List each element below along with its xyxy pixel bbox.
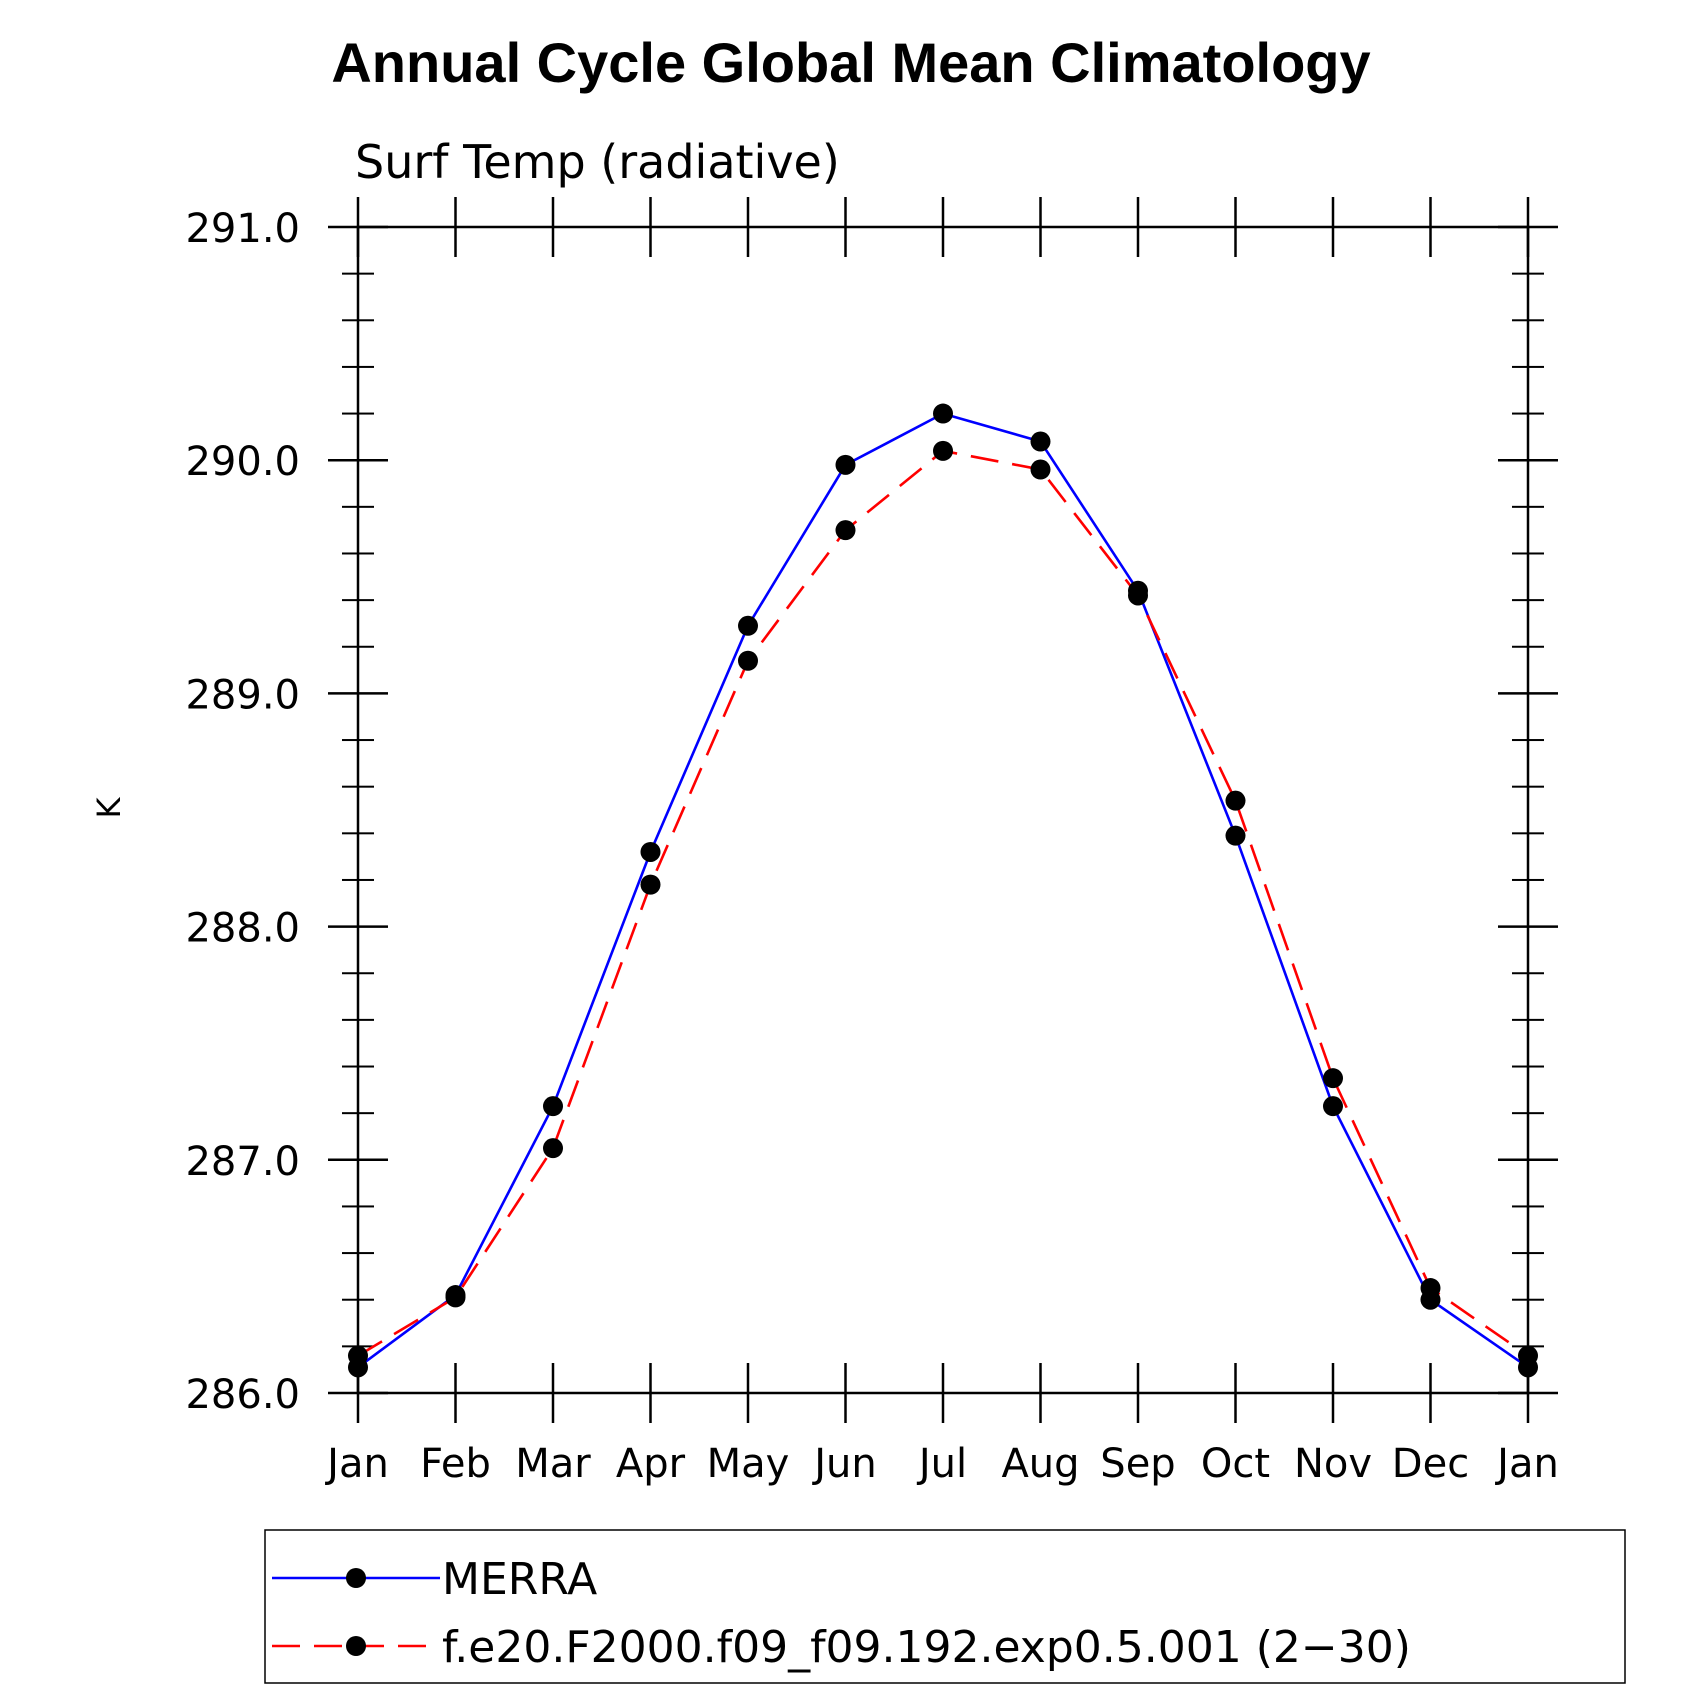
data-point-series-1 xyxy=(1420,1278,1441,1299)
data-point-series-1 xyxy=(1030,459,1051,480)
data-point-series-1 xyxy=(1518,1345,1538,1366)
data-point-series-0 xyxy=(640,841,661,862)
data-point-series-1 xyxy=(1323,1068,1343,1089)
x-tick-label: Jun xyxy=(811,1441,877,1487)
legend-marker-0 xyxy=(346,1568,366,1588)
legend-box xyxy=(264,1529,1626,1684)
y-tick-label: 288.0 xyxy=(185,906,300,952)
x-tick-label: Jan xyxy=(324,1441,389,1487)
x-tick-label: May xyxy=(707,1441,790,1487)
y-tick-label: 290.0 xyxy=(185,439,300,485)
x-tick-label: Sep xyxy=(1100,1441,1175,1487)
data-point-series-0 xyxy=(1323,1096,1343,1117)
series-lines xyxy=(357,412,1529,1369)
x-tick-label: Jul xyxy=(916,1441,967,1487)
chart-subtitle: Surf Temp (radiative) xyxy=(355,135,840,189)
data-point-series-1 xyxy=(933,440,953,461)
x-tick-label: Nov xyxy=(1294,1441,1372,1487)
plot-frame xyxy=(356,225,1530,1395)
x-tick-label: Jan xyxy=(1494,1441,1559,1487)
legend: MERRA f.e20.F2000.f09_f09.192.exp0.5.001 … xyxy=(264,1529,1626,1684)
x-tick-label: Feb xyxy=(420,1441,491,1487)
legend-label-0: MERRA xyxy=(442,1554,597,1605)
y-axis-ticks: 291.0 290.0 289.0 288.0 287.0 286.0 xyxy=(185,206,1558,1418)
data-point-series-1 xyxy=(1225,790,1246,811)
data-point-series-0 xyxy=(543,1096,563,1117)
data-point-series-1 xyxy=(738,650,758,671)
y-tick-label: 289.0 xyxy=(185,672,300,718)
series-line-1 xyxy=(357,449,1529,1357)
x-tick-label: Aug xyxy=(1001,1441,1079,1487)
x-tick-label: Apr xyxy=(616,1441,686,1487)
data-point-series-1 xyxy=(640,874,661,895)
x-tick-label: Dec xyxy=(1392,1441,1469,1487)
data-point-series-1 xyxy=(1128,585,1148,606)
y-tick-label: 291.0 xyxy=(185,206,300,252)
series-markers xyxy=(348,403,1538,1378)
legend-marker-1 xyxy=(346,1636,366,1656)
legend-label-1: f.e20.F2000.f09_f09.192.exp0.5.001 (2−30… xyxy=(442,1622,1411,1673)
chart-title: Annual Cycle Global Mean Climatology xyxy=(331,31,1370,94)
data-point-series-0 xyxy=(738,615,758,636)
data-point-series-0 xyxy=(1030,431,1051,452)
data-point-series-1 xyxy=(445,1287,466,1308)
series-line-0 xyxy=(357,412,1529,1369)
data-point-series-1 xyxy=(348,1345,368,1366)
x-tick-label: Mar xyxy=(515,1441,591,1487)
y-tick-label: 286.0 xyxy=(185,1372,300,1418)
data-point-series-1 xyxy=(543,1138,563,1159)
data-point-series-1 xyxy=(835,520,856,541)
data-point-series-0 xyxy=(933,403,953,424)
x-axis-ticks: Jan Feb Mar Apr May Jun Jul Aug Sep Oct Nov Dec Jan xyxy=(324,197,1559,1487)
x-tick-label: Oct xyxy=(1201,1441,1270,1487)
data-point-series-0 xyxy=(835,454,856,475)
y-tick-label: 287.0 xyxy=(185,1139,300,1185)
data-point-series-0 xyxy=(1225,825,1246,846)
y-axis-label: K xyxy=(90,796,128,818)
